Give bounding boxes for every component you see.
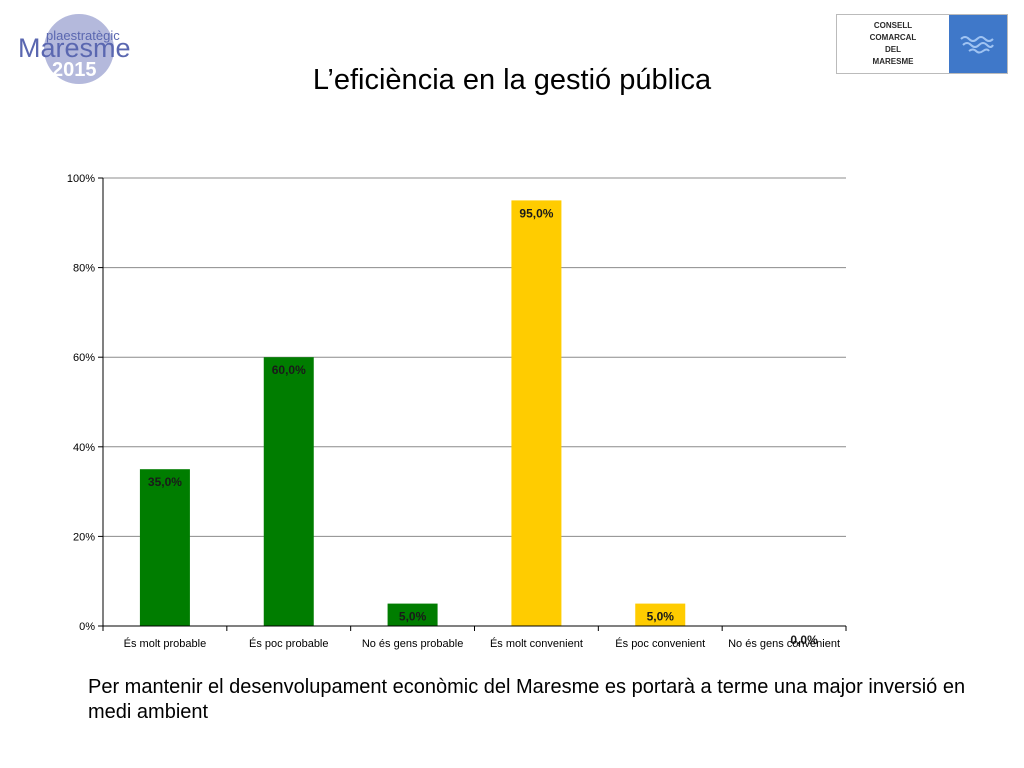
grid-lines <box>103 177 846 537</box>
wave-emblem-icon <box>949 15 1007 73</box>
y-tick-label: 100% <box>67 173 95 185</box>
footnote-text: Per mantenir el desenvolupament econòmic… <box>88 676 966 723</box>
bar <box>387 603 438 626</box>
bar <box>139 469 190 626</box>
data-label: 35,0% <box>148 475 182 489</box>
x-tick-label: És poc convenient <box>615 637 705 650</box>
x-tick-label: No és gens convenient <box>728 638 840 650</box>
logo-right-line-4: MARESME <box>872 57 914 66</box>
y-tick-label: 20% <box>73 531 95 543</box>
plaestrategic-maresme-logo: plaestratègic Maresme 2015 <box>18 14 131 84</box>
logo-right-line-3: DEL <box>885 45 901 54</box>
y-tick-label: 40% <box>73 442 95 454</box>
logo-line3: 2015 <box>52 59 97 81</box>
consell-comarcal-logo: CONSELL COMARCAL DEL MARESME <box>836 14 1008 74</box>
bar <box>511 200 562 626</box>
x-tick-label: És molt convenient <box>490 637 583 650</box>
y-tick-label: 80% <box>73 263 95 275</box>
axes <box>98 177 847 631</box>
logo-line1: plaestratègic <box>46 28 120 43</box>
bar <box>635 603 686 626</box>
bars <box>139 200 686 626</box>
labels: 0% 20% 40% 60% 80% 100% 35,0% És molt probable 6… <box>67 173 840 650</box>
logo-right-line-1: CONSELL <box>873 21 913 30</box>
bar <box>263 357 314 626</box>
page-title: L’eficiència en la gestió pública <box>312 64 712 96</box>
x-tick-label: És molt probable <box>124 637 207 650</box>
data-label: 5,0% <box>647 610 675 624</box>
logo-line2: Maresme <box>18 33 131 63</box>
y-tick-label: 60% <box>73 352 95 364</box>
data-label: 60,0% <box>272 363 306 377</box>
bar-chart: 0% 20% 40% 60% 80% 100% 35,0% És molt probable 6… <box>67 173 847 650</box>
data-label: 0,0% <box>790 633 818 647</box>
y-tick-label: 0% <box>79 621 95 633</box>
data-label: 95,0% <box>519 206 553 220</box>
logo-right-line-2: COMARCAL <box>869 33 917 42</box>
data-label: 5,0% <box>399 610 427 624</box>
x-tick-label: No és gens probable <box>362 638 464 650</box>
x-tick-label: És poc probable <box>249 637 329 650</box>
